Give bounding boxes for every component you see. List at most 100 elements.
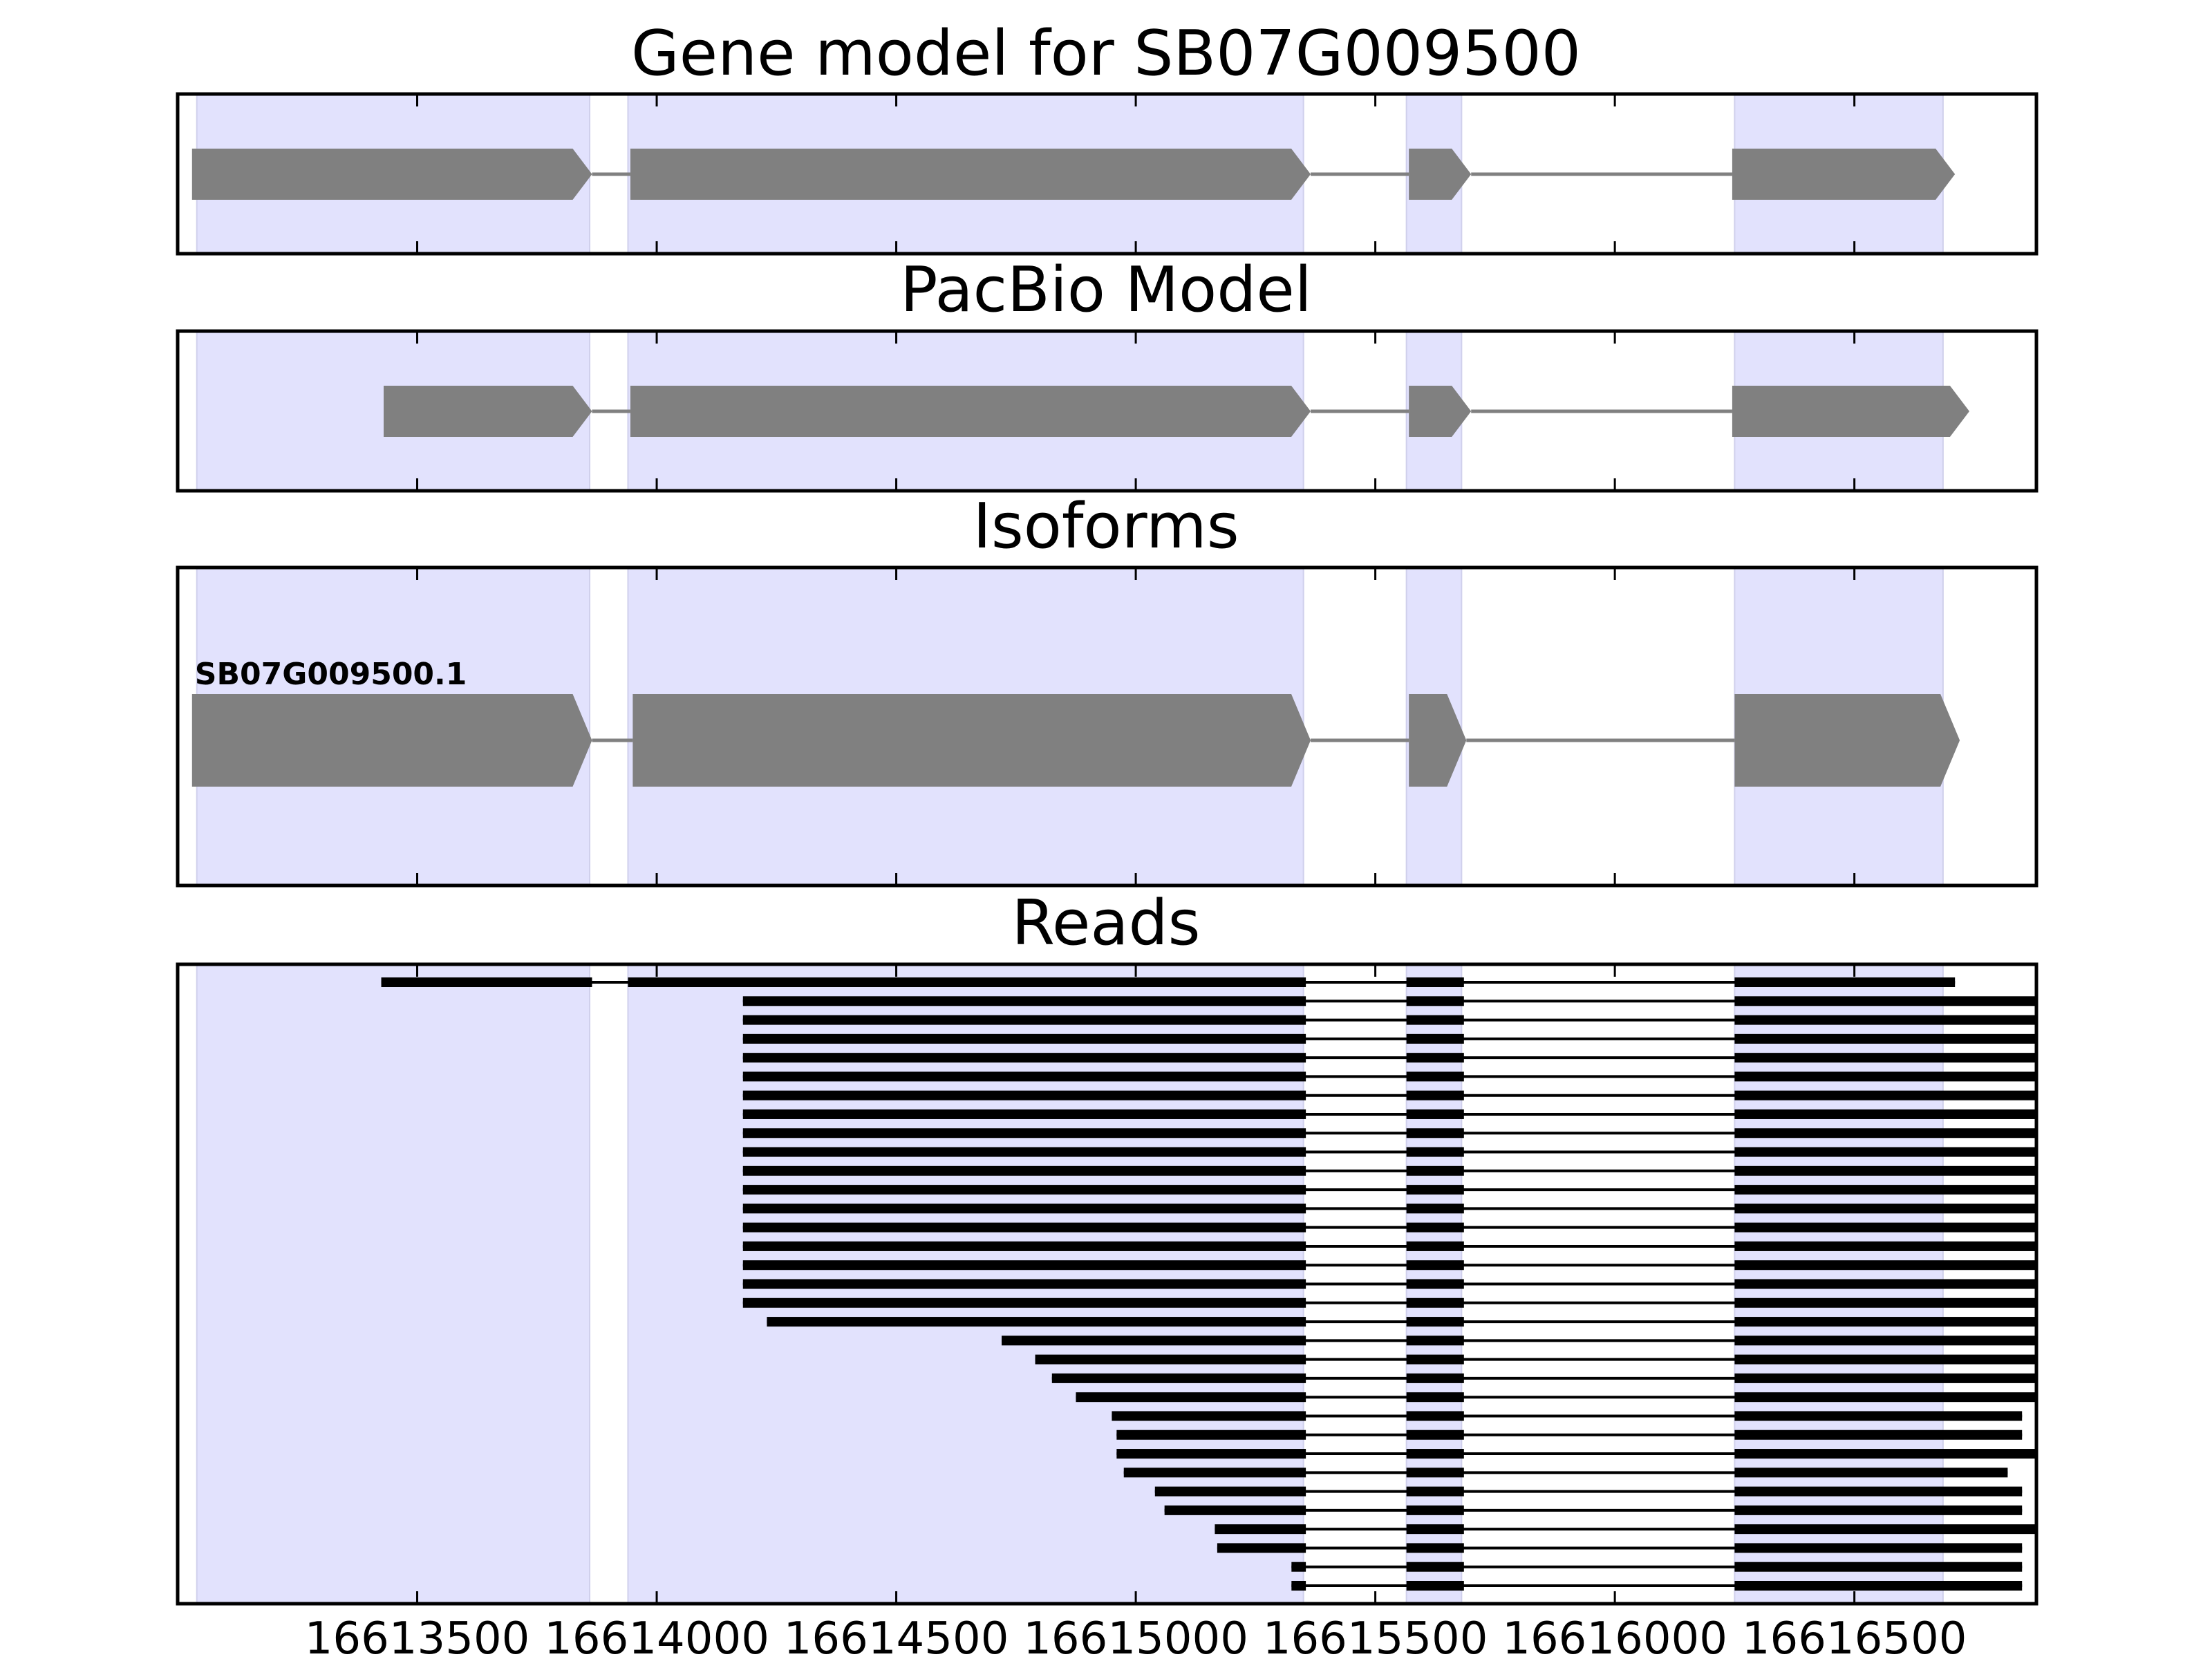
read-block <box>1406 1335 1464 1346</box>
read-block <box>767 1317 1306 1327</box>
panel-title-isoforms: Isoforms <box>973 490 1239 563</box>
read-block <box>1406 1562 1464 1572</box>
read-block <box>1734 1147 2036 1157</box>
read-block <box>1734 1562 2023 1572</box>
read <box>742 1090 2036 1100</box>
exon-block <box>630 149 1311 200</box>
panel-gene-model <box>176 92 2038 256</box>
read-block <box>1406 1241 1464 1251</box>
read-block <box>1112 1411 1306 1421</box>
read <box>742 1071 2036 1082</box>
read-block <box>1164 1505 1306 1515</box>
read-block <box>1734 1486 2023 1497</box>
read <box>1291 1562 2023 1572</box>
read-block <box>1406 1279 1464 1289</box>
read-block <box>1734 1524 2036 1535</box>
read-block <box>1734 1109 2036 1119</box>
read-block <box>1406 1203 1464 1214</box>
read-block <box>1406 1354 1464 1365</box>
read-block <box>1734 1279 2036 1289</box>
panel-title-pacbio-model: PacBio Model <box>900 254 1312 326</box>
read-block <box>742 1128 1306 1138</box>
exon-block <box>1734 694 1960 787</box>
read-block <box>1734 1297 2036 1308</box>
read <box>742 1297 2036 1308</box>
read-block <box>1406 1090 1464 1100</box>
read-block <box>1734 1317 2036 1327</box>
read-block <box>1734 1260 2036 1271</box>
read-block <box>1116 1430 1306 1440</box>
exon-block <box>1732 149 1956 200</box>
read-block <box>1734 1033 2036 1044</box>
read <box>1112 1411 2023 1421</box>
read-block <box>1406 1524 1464 1535</box>
read-block <box>1406 1128 1464 1138</box>
read-block <box>1406 1411 1464 1421</box>
x-tick-label: 16616500 <box>1742 1613 1967 1659</box>
read-block <box>1734 1354 2036 1365</box>
read-block <box>742 1165 1306 1176</box>
panel-title-reads: Reads <box>1011 887 1200 959</box>
exon-block <box>191 149 592 200</box>
read-block <box>1734 1165 2036 1176</box>
read-block <box>1123 1468 1306 1478</box>
read-block <box>1734 1090 2036 1100</box>
read-block <box>1217 1543 1306 1553</box>
read-block <box>1406 1033 1464 1044</box>
read-block <box>1291 1581 1306 1591</box>
read-block <box>1734 1581 2023 1591</box>
exon-block <box>632 694 1311 787</box>
read-block <box>1035 1354 1306 1365</box>
read <box>742 1203 2036 1214</box>
isoform-label: SB07G009500.1 <box>195 657 467 692</box>
read-block <box>1734 1222 2036 1232</box>
read-block <box>1406 1449 1464 1459</box>
panel-title-gene-model: Gene model for SB07G009500 <box>631 17 1581 90</box>
x-tick-label: 16614000 <box>544 1613 769 1659</box>
read-block <box>742 1297 1306 1308</box>
read-block <box>1734 1053 2036 1063</box>
read <box>742 1033 2036 1044</box>
read <box>1076 1392 2036 1403</box>
exon-block <box>1732 386 1969 437</box>
read <box>742 1147 2036 1157</box>
read <box>767 1317 2036 1327</box>
exon-block <box>1409 386 1472 437</box>
read <box>742 1109 2036 1119</box>
read-block <box>742 996 1306 1006</box>
read-block <box>628 977 1306 987</box>
read-block <box>1406 1581 1464 1591</box>
panel-isoforms: SB07G009500.1 <box>176 565 2038 888</box>
read-block <box>742 1241 1306 1251</box>
read <box>1215 1524 2036 1535</box>
read-block <box>1406 1486 1464 1497</box>
read <box>1154 1486 2023 1497</box>
read <box>1123 1468 2008 1478</box>
read <box>1291 1581 2023 1591</box>
read-block <box>1734 1430 2023 1440</box>
read-block <box>1406 1297 1464 1308</box>
read-block <box>1002 1335 1306 1346</box>
read-block <box>1406 1260 1464 1271</box>
axes-frame <box>176 565 2038 888</box>
read-block <box>1734 1543 2023 1553</box>
read-block <box>1406 1430 1464 1440</box>
read-block <box>1291 1562 1306 1572</box>
read-block <box>1734 996 2036 1006</box>
read <box>742 1185 2036 1195</box>
read-block <box>1734 1392 2036 1403</box>
read-block <box>1215 1524 1306 1535</box>
read-block <box>1734 1335 2036 1346</box>
read-block <box>1734 1241 2036 1251</box>
read <box>1116 1430 2023 1440</box>
read-block <box>742 1109 1306 1119</box>
read-block <box>1406 1222 1464 1232</box>
read-block <box>742 1033 1306 1044</box>
read <box>742 1260 2036 1271</box>
panel-pacbio-model <box>176 329 2038 493</box>
read-block <box>1734 1071 2036 1082</box>
read-block <box>1406 1165 1464 1176</box>
read <box>1051 1373 2036 1383</box>
read-block <box>1406 1071 1464 1082</box>
read-block <box>1406 1317 1464 1327</box>
